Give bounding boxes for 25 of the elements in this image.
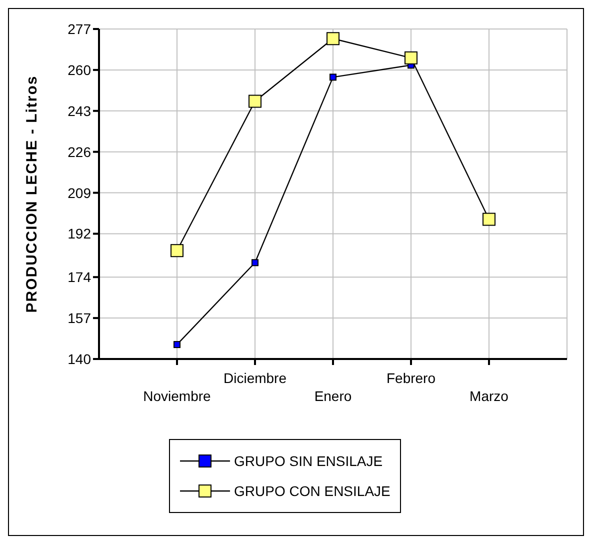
x-tick-label: Diciembre [223,370,287,386]
x-tick-label: Enero [314,388,352,404]
y-tick-label: 157 [68,310,92,326]
y-tick-label: 174 [68,269,92,286]
point [330,74,336,81]
point [248,94,262,108]
point [326,32,340,46]
legend-label: GRUPO CON ENSILAJE [234,483,390,499]
point [174,341,180,348]
y-tick-label: 243 [68,102,92,119]
point [170,244,184,258]
point [482,212,496,226]
legend-label: GRUPO SIN ENSILAJE [234,453,383,469]
y-tick-label: 209 [68,184,92,201]
point [404,51,418,64]
x-tick-label: Noviembre [143,388,212,404]
x-tick-label: Febrero [386,370,436,386]
point [252,259,258,266]
y-tick-label: 140 [68,350,92,367]
y-tick-label: 192 [68,226,92,242]
y-tick-label: 226 [68,144,92,160]
y-axis-title: PRODUCCION LECHE - Litros [23,75,40,313]
y-tick-label: 277 [68,20,92,37]
x-tick-label: Marzo [470,388,509,404]
y-tick-label: 260 [68,62,92,78]
